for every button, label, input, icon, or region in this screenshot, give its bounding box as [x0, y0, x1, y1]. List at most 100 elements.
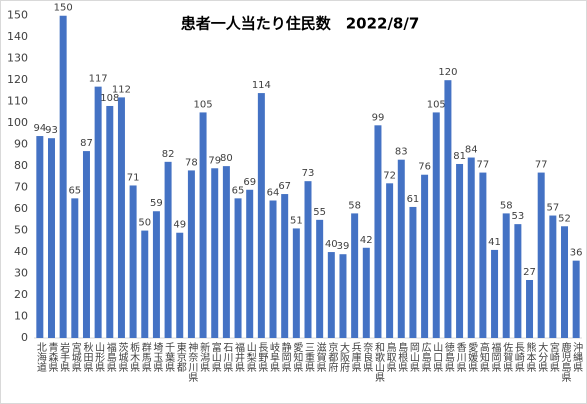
x-tick-label: 埼玉県 [151, 341, 163, 373]
x-tick-label: 北海道 [34, 342, 46, 372]
bar [549, 215, 557, 338]
bar [36, 136, 44, 338]
data-label: 73 [302, 168, 315, 179]
x-tick-label: 徳島県 [442, 341, 454, 373]
bar [409, 206, 417, 338]
x-tick-label: 富山県 [209, 341, 221, 373]
data-label: 77 [535, 160, 548, 171]
data-label: 81 [453, 151, 466, 162]
bar [432, 112, 440, 338]
x-tick-label: 長崎県 [512, 342, 524, 373]
x-tick-label: 石川県 [221, 342, 233, 373]
bar [351, 213, 359, 338]
data-label: 49 [173, 220, 186, 231]
x-tick-label: 福島県 [104, 341, 116, 373]
data-label: 51 [290, 215, 303, 226]
data-label: 150 [54, 3, 73, 14]
x-tick-label: 大分県 [536, 341, 548, 373]
data-label: 52 [558, 213, 571, 224]
data-label: 77 [477, 160, 490, 171]
x-tick-label: 奈良県 [361, 341, 373, 373]
data-label: 71 [127, 172, 140, 183]
bar [246, 189, 254, 338]
data-label: 50 [138, 218, 151, 229]
bar [269, 200, 277, 338]
bar [187, 170, 195, 338]
x-tick-label: 茨城県 [116, 341, 128, 373]
data-label: 36 [570, 248, 583, 259]
x-tick-label: 高知県 [477, 341, 489, 373]
bar [117, 97, 125, 338]
data-label: 105 [427, 99, 446, 110]
data-label: 72 [383, 170, 396, 181]
bar [386, 183, 394, 338]
x-tick-label: 島根県 [396, 341, 408, 373]
x-tick-label: 神奈川県 [186, 341, 198, 383]
y-tick-label: 40 [14, 245, 28, 258]
data-label: 53 [512, 211, 525, 222]
x-tick-label: 愛媛県 [466, 341, 478, 373]
bar [281, 194, 289, 338]
data-label: 55 [313, 207, 326, 218]
x-tick-label: 広島県 [419, 341, 431, 373]
bar [199, 112, 207, 338]
x-tick-label: 新潟県 [198, 341, 210, 373]
y-tick-label: 110 [7, 95, 28, 108]
bar [397, 159, 405, 338]
bar [129, 185, 137, 338]
y-tick-label: 100 [7, 116, 28, 129]
bar [456, 163, 464, 338]
data-label: 58 [348, 200, 361, 211]
x-tick-label: 福井県 [233, 341, 245, 373]
x-tick-label: 鳥取県 [384, 341, 396, 373]
bar [211, 168, 219, 338]
x-tick-label: 岡山県 [407, 342, 419, 373]
data-label: 58 [500, 200, 513, 211]
bar [106, 105, 114, 339]
bar [152, 211, 160, 338]
x-tick-label: 千葉県 [163, 342, 175, 373]
data-label: 108 [100, 93, 119, 104]
bar [537, 172, 545, 338]
bar [502, 213, 510, 338]
y-tick-label: 130 [7, 52, 28, 65]
bar [316, 219, 324, 338]
data-label: 27 [523, 267, 536, 278]
data-label: 40 [325, 239, 338, 250]
data-label: 65 [68, 185, 81, 196]
y-tick-label: 50 [14, 224, 28, 237]
x-tick-label: 静岡県 [279, 341, 291, 373]
data-label: 87 [80, 138, 93, 149]
bar [47, 138, 55, 338]
y-tick-label: 30 [14, 267, 28, 280]
bar [164, 161, 172, 338]
bar [526, 279, 534, 338]
data-label: 39 [337, 241, 350, 252]
y-tick-label: 60 [14, 202, 28, 215]
x-tick-label: 栃木県 [128, 341, 140, 373]
x-tick-label: 兵庫県 [349, 341, 361, 373]
x-tick-label: 秋田県 [81, 341, 93, 373]
bar [59, 15, 67, 338]
bar [234, 198, 242, 338]
y-tick-label: 70 [14, 181, 28, 194]
data-label: 61 [407, 194, 420, 205]
x-tick-label: 京都府 [326, 341, 338, 373]
x-tick-label: 沖縄県 [571, 341, 583, 373]
data-label: 99 [372, 112, 385, 123]
bar [82, 151, 90, 338]
data-label: 105 [194, 99, 213, 110]
bar [71, 198, 79, 338]
bar [572, 260, 580, 338]
bar [339, 254, 347, 338]
x-tick-label: 山口県 [431, 342, 443, 373]
y-tick-label: 150 [7, 9, 28, 22]
y-tick-label: 140 [7, 30, 28, 43]
x-tick-label: 岩手県 [58, 341, 70, 373]
bar [222, 166, 230, 338]
data-label: 80 [220, 153, 233, 164]
data-label: 65 [232, 185, 245, 196]
data-label: 94 [33, 123, 46, 134]
x-tick-label: 宮城県 [69, 341, 81, 373]
